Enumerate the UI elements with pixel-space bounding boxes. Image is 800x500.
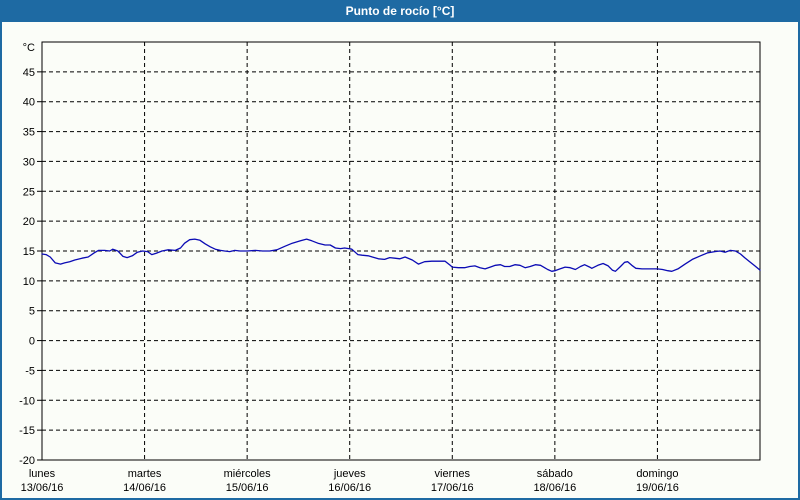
y-tick-label: 0	[29, 336, 35, 348]
y-tick-label: 10	[23, 276, 35, 288]
x-tick-date-label: 19/06/16	[636, 482, 679, 494]
x-tick-date-label: 18/06/16	[533, 482, 576, 494]
y-tick-label: -10	[19, 395, 35, 407]
x-tick-date-label: 15/06/16	[226, 482, 269, 494]
y-tick-label: -20	[19, 455, 35, 467]
y-tick-label: 5	[29, 306, 35, 318]
x-tick-date-label: 16/06/16	[328, 482, 371, 494]
x-tick-weekday-label: domingo	[636, 468, 678, 480]
dew-point-series-line	[41, 238, 761, 272]
x-tick-weekday-label: jueves	[333, 468, 366, 480]
x-tick-weekday-label: sábado	[537, 468, 573, 480]
x-tick-weekday-label: lunes	[29, 468, 56, 480]
y-tick-label: 25	[23, 186, 35, 198]
chart-title: Punto de rocío [°C]	[345, 4, 455, 18]
x-tick-weekday-label: miércoles	[224, 468, 272, 480]
y-tick-label: -15	[19, 425, 35, 437]
title-bar: Punto de rocío [°C]	[0, 0, 800, 22]
y-tick-label: 45	[23, 67, 35, 79]
x-tick-weekday-label: viernes	[435, 468, 471, 480]
y-tick-label: 35	[23, 127, 35, 139]
y-tick-label: 40	[23, 97, 35, 109]
y-tick-label: 15	[23, 246, 35, 258]
y-tick-label: 20	[23, 216, 35, 228]
y-tick-label: -5	[25, 365, 35, 377]
x-tick-date-label: 14/06/16	[123, 482, 166, 494]
plot-border	[41, 41, 761, 461]
x-tick-date-label: 13/06/16	[21, 482, 64, 494]
x-tick-weekday-label: martes	[128, 468, 162, 480]
y-tick-label: 30	[23, 156, 35, 168]
y-axis-unit-label: °C	[23, 42, 35, 54]
x-tick-date-label: 17/06/16	[431, 482, 474, 494]
